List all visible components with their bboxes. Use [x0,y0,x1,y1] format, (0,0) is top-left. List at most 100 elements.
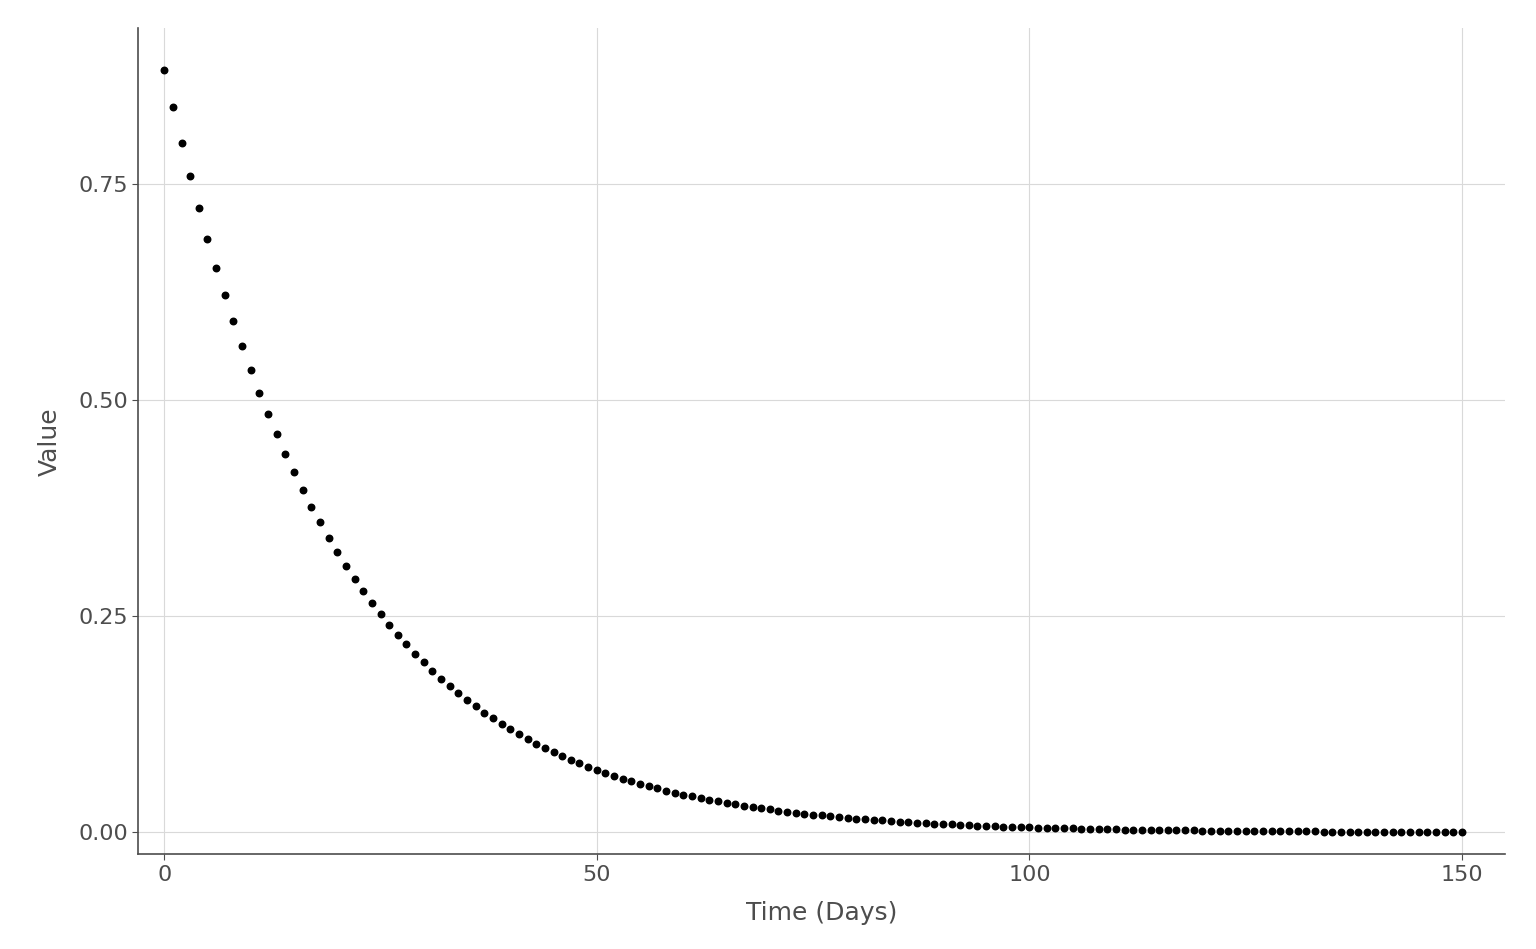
Point [386,627,410,642]
Point [1372,825,1396,840]
Point [914,815,938,830]
Point [1424,825,1448,840]
Point [169,135,194,150]
Point [1060,821,1084,836]
Point [412,655,436,670]
Point [1155,823,1180,838]
Point [714,795,739,810]
Point [1190,823,1215,838]
Point [783,805,808,820]
Point [186,200,210,215]
Point [619,773,644,789]
Point [1017,820,1041,835]
Point [1164,823,1189,838]
Point [723,797,748,812]
Point [230,339,255,354]
Point [869,813,894,828]
Point [1224,824,1249,839]
Point [307,515,332,530]
Point [750,801,774,816]
Point [1233,824,1258,839]
Point [333,558,358,573]
Point [895,814,920,829]
Point [343,571,367,586]
Point [1319,824,1344,839]
Point [472,705,496,720]
Point [645,781,670,796]
Point [654,783,679,798]
Point [1441,825,1465,840]
Point [300,499,324,514]
Point [809,808,834,823]
Point [281,465,306,480]
Point [445,685,470,700]
Point [1329,824,1353,839]
Point [585,762,610,777]
Point [1389,825,1413,840]
Point [1207,823,1232,838]
Point [1069,821,1094,836]
Point [845,811,869,827]
Point [1095,822,1120,837]
Point [221,314,246,329]
Point [1129,822,1154,837]
Point [602,769,627,784]
Point [490,716,515,732]
Point [273,446,298,461]
Point [1052,821,1077,836]
Point [1276,824,1301,839]
Point [559,753,584,768]
Point [204,260,229,275]
Point [1147,823,1172,838]
Point [636,778,660,793]
Point [680,789,705,804]
Point [819,809,843,824]
Point [991,819,1015,834]
Point [1104,822,1129,837]
Point [541,745,565,760]
Point [1009,820,1034,835]
Point [152,63,177,78]
Point [793,806,817,821]
Point [1026,820,1051,835]
Point [421,663,445,679]
Point [1293,824,1318,839]
Point [931,816,955,831]
Point [905,815,929,830]
Point [1043,821,1068,836]
Point [957,818,982,833]
Point [1338,824,1362,839]
Point [974,818,998,833]
Point [195,231,220,246]
Point [1217,824,1241,839]
Point [1364,824,1389,839]
Point [247,385,272,400]
Point [316,530,341,545]
Point [438,679,462,694]
Point [212,288,237,303]
Point [255,406,280,421]
Point [481,711,505,726]
Point [836,810,860,826]
Point [1174,823,1198,838]
Point [862,812,886,828]
Point [983,819,1008,834]
Point [705,793,730,809]
Point [922,816,946,831]
Point [369,606,393,622]
Point [515,732,539,747]
Point [1346,824,1370,839]
Point [1381,825,1405,840]
Point [1260,824,1284,839]
Point [662,785,687,800]
Point [1034,820,1058,835]
Point [1269,824,1293,839]
Point [1415,825,1439,840]
Point [610,771,634,786]
Point [1112,822,1137,837]
Point [395,637,419,652]
Point [1243,824,1267,839]
Point [1312,824,1336,839]
Point [965,818,989,833]
Point [1398,825,1422,840]
